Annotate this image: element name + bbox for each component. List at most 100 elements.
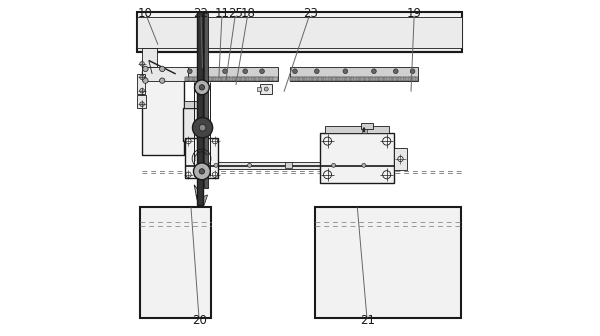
Bar xyxy=(337,77,340,81)
Bar xyxy=(290,77,418,81)
Bar xyxy=(361,123,373,129)
Bar xyxy=(203,77,207,81)
Bar xyxy=(341,77,345,81)
Circle shape xyxy=(410,69,415,74)
Circle shape xyxy=(194,80,209,95)
Circle shape xyxy=(140,75,145,80)
Circle shape xyxy=(363,130,365,132)
Bar xyxy=(183,108,200,141)
Circle shape xyxy=(243,69,248,74)
Bar xyxy=(398,77,401,81)
Bar xyxy=(290,77,293,81)
Bar xyxy=(241,77,245,81)
Bar xyxy=(232,77,235,81)
Bar xyxy=(256,77,259,81)
Bar xyxy=(213,77,217,81)
Circle shape xyxy=(362,163,366,167)
Bar xyxy=(218,77,221,81)
Bar xyxy=(185,77,188,81)
Circle shape xyxy=(394,69,398,74)
Circle shape xyxy=(260,69,265,74)
Bar xyxy=(137,74,145,94)
Bar xyxy=(185,67,278,81)
Bar xyxy=(318,77,322,81)
Circle shape xyxy=(343,69,348,74)
Bar xyxy=(374,77,378,81)
Text: 25: 25 xyxy=(228,7,243,20)
Text: 22: 22 xyxy=(193,7,208,20)
Circle shape xyxy=(193,163,210,180)
Circle shape xyxy=(187,69,192,74)
Bar xyxy=(365,77,368,81)
Bar xyxy=(142,67,188,81)
Circle shape xyxy=(214,163,218,167)
Circle shape xyxy=(223,69,227,74)
Bar xyxy=(394,148,407,170)
Bar xyxy=(323,77,326,81)
Bar xyxy=(208,77,212,81)
Text: 11: 11 xyxy=(215,7,230,20)
Bar xyxy=(299,77,302,81)
Bar xyxy=(384,77,388,81)
Circle shape xyxy=(314,69,319,74)
Text: 21: 21 xyxy=(359,314,374,327)
Circle shape xyxy=(160,78,165,83)
Bar xyxy=(313,77,317,81)
Bar xyxy=(290,67,418,81)
Bar xyxy=(412,77,416,81)
Bar xyxy=(304,77,307,81)
Circle shape xyxy=(203,69,207,74)
Circle shape xyxy=(140,88,145,93)
Bar xyxy=(361,77,364,81)
Circle shape xyxy=(193,118,212,138)
Bar xyxy=(332,77,335,81)
Bar xyxy=(309,77,312,81)
Bar xyxy=(351,77,355,81)
Bar xyxy=(185,77,278,81)
Bar xyxy=(142,48,157,67)
Text: 20: 20 xyxy=(192,314,206,327)
Bar xyxy=(199,77,202,81)
Bar xyxy=(197,12,203,205)
Bar xyxy=(194,77,197,81)
Bar xyxy=(184,101,199,108)
Circle shape xyxy=(160,66,165,72)
Circle shape xyxy=(140,102,145,107)
Bar xyxy=(285,162,292,168)
Text: 23: 23 xyxy=(302,7,317,20)
Bar xyxy=(269,77,273,81)
Bar xyxy=(185,138,218,178)
Bar xyxy=(137,12,462,52)
Bar xyxy=(227,77,230,81)
Circle shape xyxy=(363,128,365,130)
Bar xyxy=(260,77,263,81)
Circle shape xyxy=(199,169,205,174)
Circle shape xyxy=(143,78,148,83)
Bar xyxy=(379,77,383,81)
Circle shape xyxy=(264,87,268,91)
Bar xyxy=(403,77,406,81)
Bar xyxy=(246,77,249,81)
Bar xyxy=(315,207,461,318)
Polygon shape xyxy=(194,185,204,202)
Polygon shape xyxy=(196,195,208,205)
Bar xyxy=(204,13,208,188)
Circle shape xyxy=(293,69,298,74)
Bar xyxy=(236,77,240,81)
Circle shape xyxy=(140,61,145,66)
Bar xyxy=(185,162,394,169)
Bar xyxy=(325,126,389,133)
Circle shape xyxy=(199,124,206,131)
Text: 19: 19 xyxy=(407,7,422,20)
Bar xyxy=(257,87,261,91)
Text: 10: 10 xyxy=(138,7,153,20)
Bar xyxy=(394,77,397,81)
Bar xyxy=(328,77,331,81)
Circle shape xyxy=(332,163,335,167)
Bar xyxy=(362,129,367,133)
Bar xyxy=(407,77,411,81)
Bar xyxy=(295,77,298,81)
Circle shape xyxy=(199,85,205,90)
Bar xyxy=(190,77,193,81)
Text: 18: 18 xyxy=(241,7,256,20)
